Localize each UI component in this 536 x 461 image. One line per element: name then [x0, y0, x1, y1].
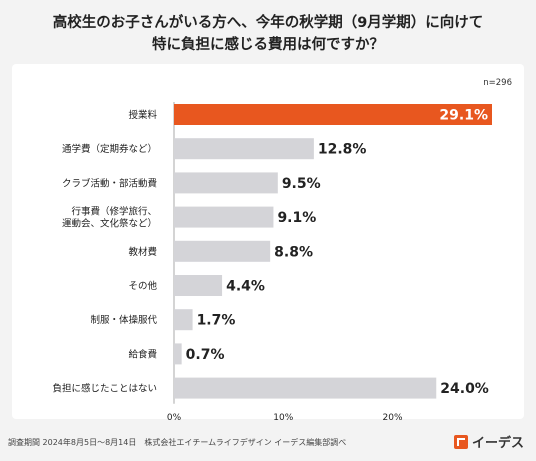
value-label: 1.7% — [197, 313, 236, 329]
value-label: 9.1% — [277, 210, 316, 226]
category-label: クラブ活動・部活動費 — [62, 177, 157, 189]
brand-name: イーデス — [471, 436, 524, 451]
bar — [174, 343, 182, 365]
category-label: 給食費 — [128, 348, 157, 360]
chart-title: 高校生のお子さんがいる方へ、今年の秋学期（9月学期）に向けて 特に負担に感じる費… — [0, 12, 536, 56]
value-label: 9.5% — [282, 176, 321, 192]
bar — [174, 172, 278, 194]
bar — [174, 206, 274, 228]
bar — [174, 240, 271, 262]
value-label: 0.7% — [186, 347, 225, 363]
value-label: 29.1% — [439, 108, 488, 124]
bar — [174, 104, 492, 125]
category-label: 負担に感じたことはない — [52, 383, 157, 395]
category-label: 行事費（修学旅行、運動会、文化祭など） — [62, 206, 157, 230]
edesu-logo-icon — [453, 434, 468, 449]
chart-title-line-2: 特に負担に感じる費用は何ですか？ — [152, 37, 384, 53]
category-label: 制服・体操服代 — [90, 314, 157, 326]
chart-title-line-1: 高校生のお子さんがいる方へ、今年の秋学期（9月学期）に向けて — [52, 15, 484, 31]
x-tick-label: 0% — [167, 413, 182, 423]
x-tick-label: 10% — [273, 413, 293, 423]
value-label: 12.8% — [318, 142, 367, 158]
sample-size-label: n=296 — [483, 78, 512, 88]
bar — [174, 377, 437, 399]
value-label: 24.0% — [440, 381, 489, 397]
brand-logo: イーデス — [453, 432, 524, 451]
category-label: 授業料 — [128, 109, 157, 121]
value-label: 4.4% — [226, 279, 265, 295]
category-label: 教材費 — [128, 246, 157, 258]
bar — [174, 275, 223, 296]
survey-footer: 調査期間 2024年8月5日〜8月14日 株式会社エイチームライフデザイン イー… — [8, 438, 347, 447]
x-tick-label: 20% — [383, 413, 403, 423]
category-label: 通学費（定期券など） — [62, 143, 157, 155]
bar — [174, 138, 314, 160]
bar — [174, 309, 193, 331]
value-label: 8.8% — [274, 244, 313, 260]
category-label: その他 — [128, 280, 157, 292]
